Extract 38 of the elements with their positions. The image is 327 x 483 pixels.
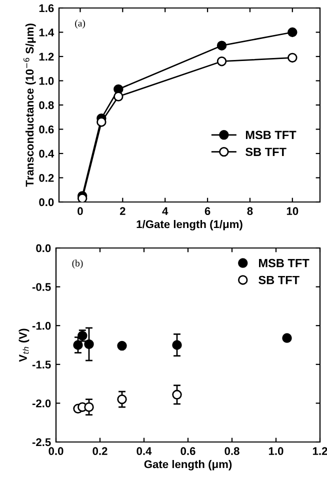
y-tick-label: 1.4 [39,28,54,36]
x-tick-label: 2 [120,207,126,215]
y-axis-title: V$_{th}$ (V) [18,328,30,362]
y-tick-label: 0.0 [36,244,51,252]
x-tick-label: 0.0 [48,447,64,456]
y-tick-label: 0.0 [39,198,54,206]
x-axis-title: Gate length (μm) [144,460,232,470]
y-tick-label: 0.8 [39,101,54,110]
y-tick-label: 0.6 [39,126,54,134]
x-tick-label: 10 [286,207,298,216]
annotation: (b) [72,260,83,268]
y-tick-label: 0.4 [39,150,54,158]
y-tick-label: -1.0 [32,322,51,330]
legend-label: MSB TFT [259,258,310,268]
y-tick-label: 1.0 [39,77,54,85]
y-tick-label: -2.0 [32,399,51,408]
x-tick-label: 6 [204,207,210,216]
x-tick-label: 0.4 [136,447,152,456]
y-tick-label: 1.6 [39,4,54,12]
y-axis-title: Transconductance (10$^{−6}$ S/μm) [23,24,36,187]
y-tick-label: -2.5 [32,438,51,446]
legend-label: MSB TFT [246,130,296,140]
legend-label: SB TFT [258,276,300,284]
annotation: (a) [75,20,86,28]
x-tick-label: 1.0 [268,447,284,456]
x-axis-title: 1/Gate length (1/μm) [136,220,242,230]
y-tick-label: 1.2 [39,52,54,61]
x-tick-label: 8 [247,207,253,216]
y-tick-label: -1.5 [32,360,51,369]
x-tick-label: 0 [78,207,83,216]
x-tick-label: 0.8 [224,447,240,456]
x-tick-label: 4 [162,207,168,215]
y-tick-label: 0.2 [39,174,54,182]
legend-label: SB TFT [246,148,286,156]
x-tick-label: 0.6 [180,447,196,456]
y-tick-label: -0.5 [32,283,51,291]
x-tick-label: 1.2 [312,447,327,455]
x-tick-label: 0.2 [92,447,108,456]
